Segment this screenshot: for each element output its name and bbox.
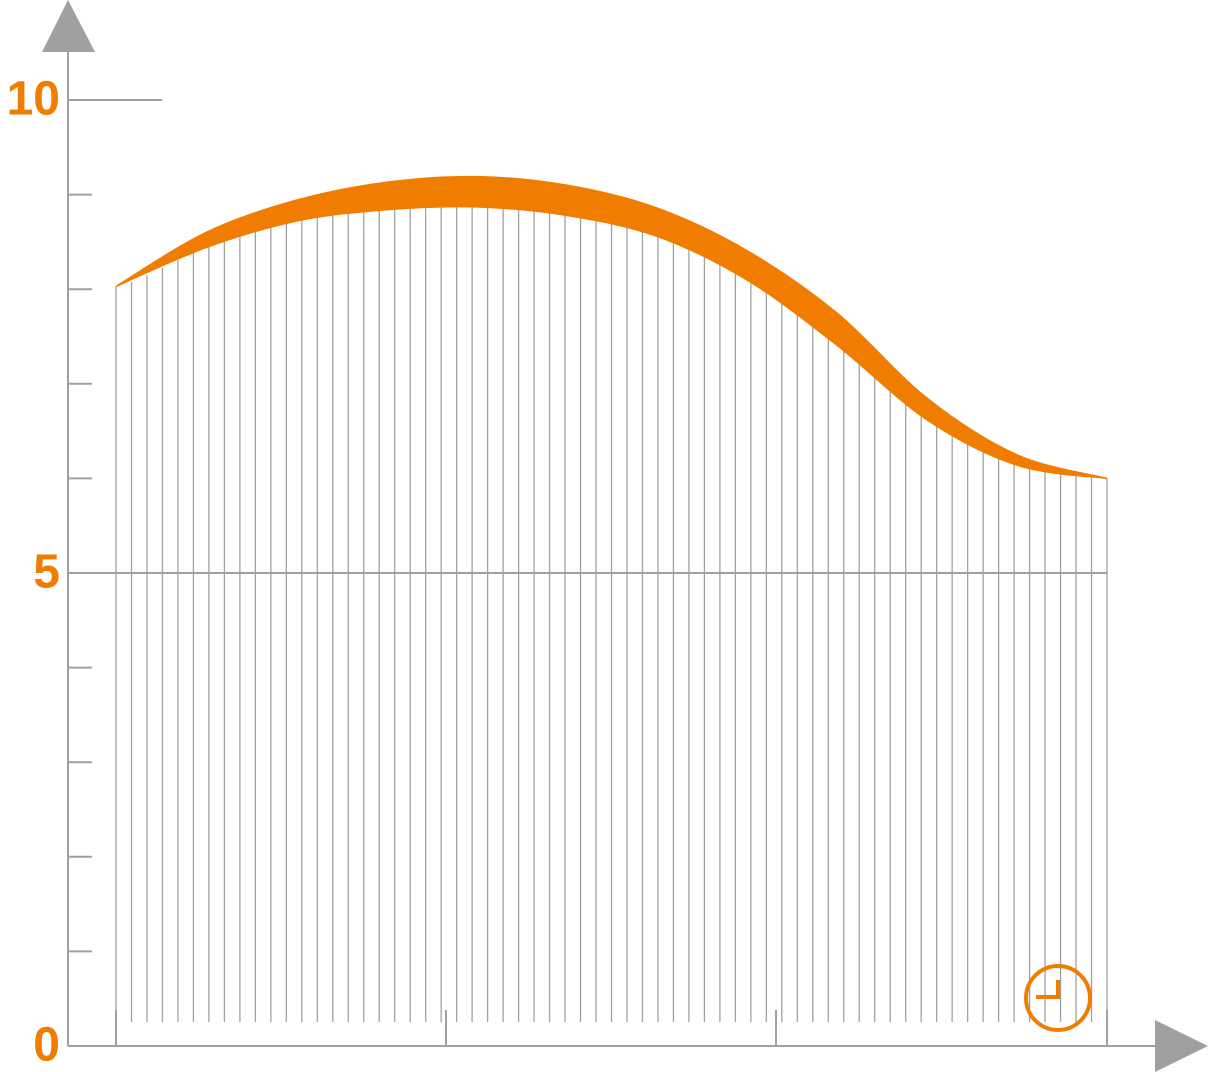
x-ticks xyxy=(115,1010,1108,1046)
band-edge xyxy=(115,205,1108,480)
y-tick-label: 5 xyxy=(33,546,60,599)
band-edge xyxy=(115,175,1108,480)
y-axis-arrow xyxy=(42,0,95,52)
clock-face xyxy=(1024,964,1092,1032)
x-axis-arrow xyxy=(1155,1020,1208,1072)
y-tick-label: 0 xyxy=(33,1019,60,1072)
y-tick-label: 10 xyxy=(7,73,60,126)
clock-icon xyxy=(1024,964,1092,1032)
clock-hands xyxy=(1036,980,1060,999)
